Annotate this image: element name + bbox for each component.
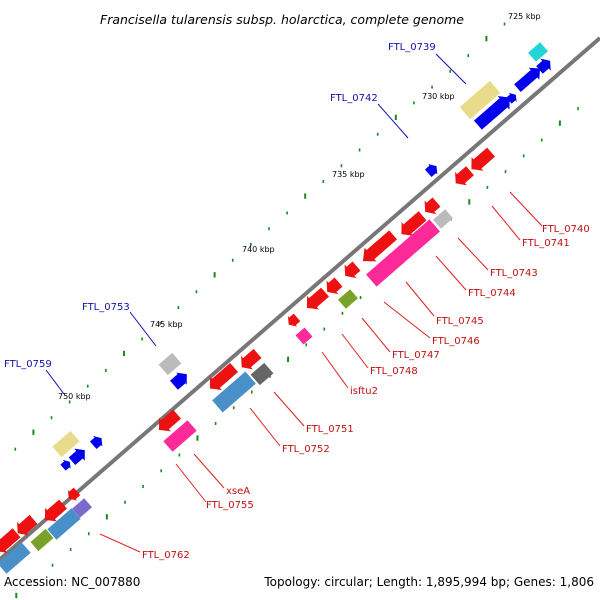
scale-label-740: 740 kbp — [242, 245, 275, 254]
label-ftl-0746[interactable]: FTL_0746 — [432, 336, 480, 347]
gene-ftl-0745[interactable] — [357, 228, 399, 268]
gene-ftl-0762-red-a[interactable] — [64, 486, 81, 504]
gene-ftl-0751[interactable] — [250, 362, 274, 386]
gene-ftl-0742[interactable] — [424, 161, 441, 179]
gene-forward-a[interactable] — [512, 62, 545, 94]
gene-forward-d[interactable] — [505, 90, 520, 105]
label-ftl-0745[interactable]: FTL_0745 — [436, 316, 484, 327]
gene-ftl-0752[interactable] — [212, 371, 256, 413]
label-ftl-0742[interactable]: FTL_0742 — [330, 93, 378, 104]
gene-forward-e[interactable] — [89, 433, 106, 451]
gene-isftu2-red[interactable] — [284, 312, 301, 330]
gene-ftl-0748[interactable] — [338, 289, 358, 309]
forward-label-group: FTL_0739 FTL_0742 FTL_0753 FTL_0759 — [4, 42, 436, 370]
gene-ftl-0753[interactable] — [169, 368, 192, 391]
rna-ftl-0755[interactable] — [163, 420, 197, 452]
label-ftl-0744[interactable]: FTL_0744 — [468, 288, 516, 299]
label-isftu2[interactable]: isftu2 — [350, 386, 378, 397]
label-xsea[interactable]: xseA — [226, 486, 250, 497]
scale-labels: 725 kbp 730 kbp 735 kbp 740 kbp 745 kbp … — [58, 12, 541, 401]
gene-ftl-0744[interactable] — [396, 209, 429, 241]
label-ftl-0747[interactable]: FTL_0747 — [392, 350, 440, 361]
pseudogene-730[interactable] — [459, 80, 501, 120]
gene-ftl-0762-red-c[interactable] — [12, 513, 40, 540]
rna-isftu2[interactable] — [295, 327, 313, 345]
gene-ftl-0739[interactable] — [528, 42, 548, 62]
gene-ftl-0751-red[interactable] — [236, 347, 264, 374]
gene-ftl-0747[interactable] — [321, 275, 344, 298]
gene-ftl-0762-red-d[interactable] — [0, 526, 22, 558]
gene-ftl-0741[interactable] — [450, 164, 476, 190]
gene-ftl-0742-rev[interactable] — [419, 195, 442, 218]
scale-label-730: 730 kbp — [422, 92, 455, 101]
scale-label-750: 750 kbp — [58, 392, 91, 401]
scale-label-745: 745 kbp — [150, 320, 183, 329]
gene-ftl-0752-red[interactable] — [204, 361, 240, 396]
label-ftl-0748[interactable]: FTL_0748 — [370, 366, 418, 377]
reverse-label-group: FTL_0740 FTL_0741 FTL_0743 FTL_0744 FTL_… — [142, 224, 590, 561]
gene-steel-a[interactable] — [47, 508, 81, 540]
label-ftl-0753[interactable]: FTL_0753 — [82, 302, 130, 313]
gene-ftl-0740[interactable] — [466, 145, 497, 176]
label-ftl-0739[interactable]: FTL_0739 — [388, 42, 436, 53]
forward-features — [52, 42, 555, 472]
rna-ftl-0744[interactable] — [366, 219, 440, 287]
gene-xsea[interactable] — [153, 407, 183, 436]
label-ftl-0752[interactable]: FTL_0752 — [282, 444, 330, 455]
gene-forward-f[interactable] — [59, 457, 74, 472]
pseudogene-750[interactable] — [52, 430, 80, 458]
gene-forward-c[interactable] — [472, 91, 516, 132]
gene-olive-a[interactable] — [30, 528, 54, 552]
gene-ftl-0759[interactable] — [67, 444, 90, 467]
label-ftl-0762[interactable]: FTL_0762 — [142, 550, 190, 561]
gene-steel-b[interactable] — [0, 542, 31, 574]
map-title: Francisella tularensis subsp. holarctica… — [100, 12, 464, 27]
reverse-features — [0, 145, 497, 574]
gene-red-745[interactable] — [301, 285, 331, 314]
gene-ftl-0762[interactable] — [72, 498, 92, 518]
genome-backbone — [0, 36, 600, 562]
gene-forward-b[interactable] — [534, 55, 555, 76]
label-ftl-0759[interactable]: FTL_0759 — [4, 359, 52, 370]
label-ftl-0751[interactable]: FTL_0751 — [306, 424, 354, 435]
scale-label-735: 735 kbp — [332, 170, 365, 179]
gene-ftl-0753-gray[interactable] — [158, 352, 182, 376]
genome-summary-text: Topology: circular; Length: 1,895,994 bp… — [263, 575, 594, 589]
gene-ftl-0762-red-b[interactable] — [39, 497, 69, 526]
label-ftl-0740[interactable]: FTL_0740 — [542, 224, 590, 235]
reverse-leaders — [99, 191, 543, 553]
label-ftl-0743[interactable]: FTL_0743 — [490, 268, 538, 279]
gene-ftl-0746[interactable] — [339, 259, 362, 282]
accession-text: Accession: NC_007880 — [4, 575, 140, 589]
gene-ftl-0743[interactable] — [433, 209, 453, 229]
scale-ticks — [14, 22, 579, 599]
forward-leaders — [45, 53, 467, 395]
scale-label-725: 725 kbp — [508, 12, 541, 21]
label-ftl-0741[interactable]: FTL_0741 — [522, 238, 570, 249]
label-ftl-0755[interactable]: FTL_0755 — [206, 500, 254, 511]
